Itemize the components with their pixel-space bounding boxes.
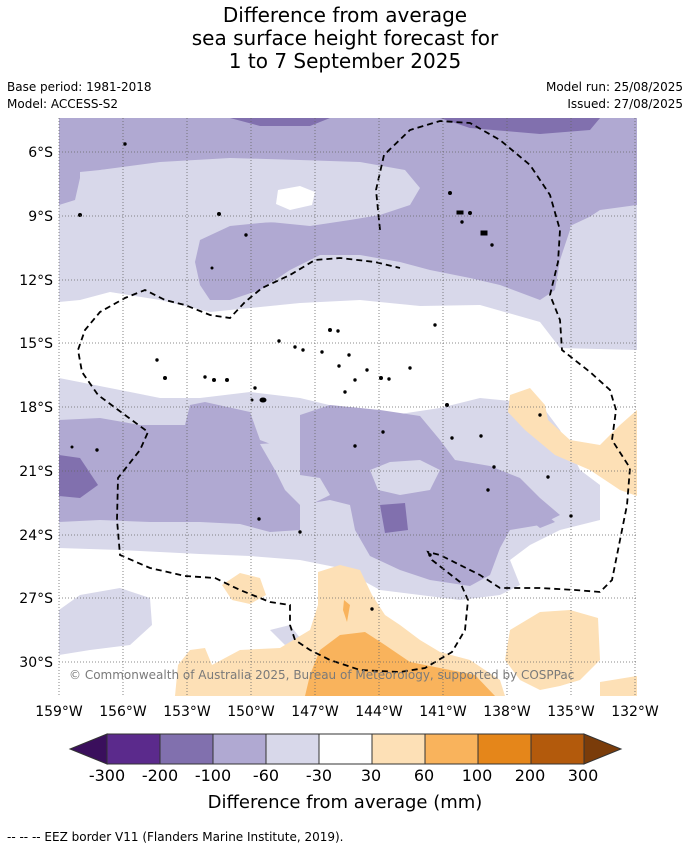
south-orange-mid-sliver <box>343 600 350 622</box>
lat-label: 27°S <box>19 591 53 607</box>
colorbar-bin <box>212 733 267 765</box>
lon-label: 159°W <box>35 704 83 720</box>
colorbar <box>68 733 623 765</box>
central-light-patch <box>260 442 330 505</box>
title-line-2: sea surface height forecast for <box>191 26 499 50</box>
colorbar-arrow-low <box>68 733 108 765</box>
colorbar-bin <box>477 733 532 765</box>
colorbar-tick-label: 100 <box>461 766 493 785</box>
lat-label: 6°S <box>28 145 53 161</box>
lat-label: 12°S <box>19 273 53 289</box>
lon-label: 147°W <box>291 704 339 720</box>
lon-label: 141°W <box>419 704 467 720</box>
lat-label: 21°S <box>19 464 53 480</box>
latitude-labels: 6°S 9°S 12°S 15°S 18°S 21°S 24°S 27°S 30… <box>19 145 53 671</box>
model-run: Model run: 25/08/2025 <box>545 80 683 94</box>
lon-label: 153°W <box>163 704 211 720</box>
chart-title: Difference from average sea surface heig… <box>0 4 690 73</box>
north-dark-patch <box>230 118 330 126</box>
colorbar-bin <box>371 733 426 765</box>
north-light-patch-1 <box>80 162 412 240</box>
issued-date: Issued: 27/08/2025 <box>567 97 683 111</box>
north-white-patch <box>276 186 315 210</box>
south-east-orange-corner <box>600 676 637 696</box>
colorbar-tick-label: -200 <box>141 766 179 785</box>
colorbar-bin <box>159 733 214 765</box>
colorbar-bin <box>530 733 585 765</box>
south-orange-mid-region <box>305 632 495 696</box>
colorbar-tick-label: -30 <box>305 766 333 785</box>
lon-label: 135°W <box>547 704 595 720</box>
colorbar-bin <box>265 733 320 765</box>
eez-border-north <box>77 120 631 673</box>
north-dark-patch-2 <box>440 118 600 134</box>
colorbar-bin <box>424 733 479 765</box>
north-east-light-patch <box>570 208 637 320</box>
lat-label: 9°S <box>28 209 53 225</box>
central-light-patch-2 <box>370 460 440 495</box>
colorbar-bin <box>318 733 373 765</box>
south-west-light-purple <box>59 588 152 655</box>
colorbar-tick-label: 300 <box>567 766 599 785</box>
islands <box>70 142 573 611</box>
lat-label: 30°S <box>19 655 53 671</box>
west-dark-patch <box>59 455 98 498</box>
model-name: Model: ACCESS-S2 <box>7 97 119 111</box>
base-period: Base period: 1981-2018 <box>7 80 152 94</box>
south-orange-light-region <box>175 565 505 696</box>
colorbar-arrow-high <box>583 733 623 765</box>
lon-label: 132°W <box>611 704 659 720</box>
title-line-1: Difference from average <box>222 3 468 27</box>
meta-right: Model run: 25/08/2025 Issued: 27/08/2025 <box>546 79 683 113</box>
north-purple-region <box>59 118 637 300</box>
colorbar-tick-label: 60 <box>413 766 435 785</box>
copyright-watermark: © Commonwealth of Australia 2025, Bureau… <box>69 668 575 682</box>
colorbar-title: Difference from average (mm) <box>207 792 483 813</box>
lat-label: 15°S <box>19 336 53 352</box>
central-dark-patch <box>380 503 408 533</box>
colorbar-bin <box>106 733 161 765</box>
colorbar-tick-label: 200 <box>514 766 546 785</box>
colorbar-tick-label: -300 <box>88 766 126 785</box>
lon-label: 150°W <box>227 704 275 720</box>
graticule <box>58 118 637 696</box>
colorbar-labels: -300 -200 -100 -60 -30 30 60 100 200 300 <box>0 766 690 788</box>
lon-label: 144°W <box>355 704 403 720</box>
colorbar-tick-label: -100 <box>194 766 232 785</box>
eez-footnote: -- -- -- EEZ border V11 (Flanders Marine… <box>7 830 344 844</box>
lat-label: 24°S <box>19 528 53 544</box>
south-east-orange-light <box>505 610 600 690</box>
east-purple-patch <box>530 514 555 528</box>
colorbar-tick-label: 30 <box>360 766 382 785</box>
lon-label: 138°W <box>483 704 531 720</box>
title-line-3: 1 to 7 September 2025 <box>228 49 462 73</box>
longitude-labels: 159°W 156°W 153°W 150°W 147°W 144°W 141°… <box>35 704 659 720</box>
lon-label: 156°W <box>99 704 147 720</box>
meta-left: Base period: 1981-2018 Model: ACCESS-S2 <box>7 79 152 113</box>
colorbar-tick-label: -60 <box>252 766 280 785</box>
lat-label: 18°S <box>19 400 53 416</box>
